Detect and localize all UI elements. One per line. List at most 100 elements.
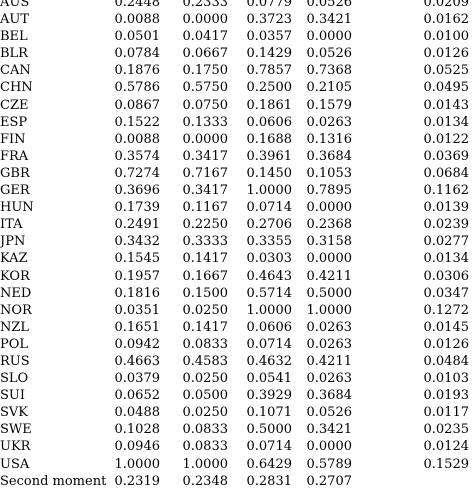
table-cell-col3: 0.0606 bbox=[246, 319, 293, 335]
table-cell-col1: 0.1522 bbox=[114, 114, 161, 130]
table-cell-col5: 0.0347 bbox=[423, 285, 470, 301]
table-padding-cell bbox=[469, 0, 474, 11]
table-cell-col2: 0.0000 bbox=[182, 12, 229, 28]
table-cell-col5: 0.0525 bbox=[423, 63, 470, 79]
table-cell-col3: 0.0714 bbox=[246, 200, 293, 216]
table-cell-col1: 0.0351 bbox=[114, 302, 161, 318]
table-row: HUN 0.1739 0.1167 0.0714 0.0000 0.0139 bbox=[0, 199, 474, 216]
table-cell-col4: 0.0263 bbox=[306, 319, 353, 335]
table-cell-col1: 0.5786 bbox=[114, 80, 161, 96]
table-cell-col2: 0.5750 bbox=[182, 80, 229, 96]
table-cell-col2: 1.0000 bbox=[182, 456, 229, 472]
table-row: FRA 0.3574 0.3417 0.3961 0.3684 0.0369 bbox=[0, 148, 474, 165]
table-cell-col4: 0.0263 bbox=[306, 336, 353, 352]
table-cell-col5: 0.0126 bbox=[423, 46, 470, 62]
table-cell-col4: 0.2707 bbox=[306, 473, 353, 489]
table-cell-col5 bbox=[352, 473, 469, 490]
row-label: BLR bbox=[0, 46, 28, 62]
row-label: KAZ bbox=[0, 251, 28, 267]
table-cell-col2: 0.4583 bbox=[182, 353, 229, 369]
table-row: BEL 0.0501 0.0417 0.0357 0.0000 0.0100 bbox=[0, 28, 474, 45]
table-cell-col5: 0.0145 bbox=[423, 319, 470, 335]
table-cell-col3: 0.1429 bbox=[246, 46, 293, 62]
table-cell-col5: 0.0117 bbox=[423, 405, 470, 421]
table-cell-col3: 0.0303 bbox=[246, 251, 293, 267]
table-cell-col5: 0.0235 bbox=[423, 422, 470, 438]
table-cell-col2: 0.0833 bbox=[182, 422, 229, 438]
row-label: SLO bbox=[0, 371, 29, 387]
table-cell-col3: 0.5714 bbox=[246, 285, 293, 301]
table-cell-col2: 0.0000 bbox=[182, 131, 229, 147]
table-cell-col3: 0.1861 bbox=[246, 97, 293, 113]
row-label: JPN bbox=[0, 234, 26, 250]
table-cell-col3: 0.0606 bbox=[246, 114, 293, 130]
table-row: JPN 0.3432 0.3333 0.3355 0.3158 0.0277 bbox=[0, 233, 474, 250]
table-cell-col1: 0.0088 bbox=[114, 12, 161, 28]
table-cell-col3: 0.0714 bbox=[246, 336, 293, 352]
row-label: USA bbox=[0, 456, 30, 472]
table-row: BLR 0.0784 0.0667 0.1429 0.0526 0.0126 bbox=[0, 45, 474, 62]
table-cell-col1: 0.0946 bbox=[114, 439, 161, 455]
table-cell-col4: 0.3684 bbox=[306, 388, 353, 404]
table-cell-col3: 0.1688 bbox=[246, 131, 293, 147]
table-cell-col2: 0.3417 bbox=[182, 148, 229, 164]
table-cell-col5: 0.0126 bbox=[423, 336, 470, 352]
table-padding-cell bbox=[469, 216, 474, 233]
table-cell-col2: 0.2250 bbox=[182, 217, 229, 233]
row-label: NOR bbox=[0, 302, 32, 318]
table-cell-col2: 0.3417 bbox=[182, 183, 229, 199]
table-cell-col5: 0.0162 bbox=[423, 12, 470, 28]
row-label: CAN bbox=[0, 63, 31, 79]
table-cell-col3: 0.0357 bbox=[246, 29, 293, 45]
table-row: FIN 0.0088 0.0000 0.1688 0.1316 0.0122 bbox=[0, 131, 474, 148]
table-row: ITA 0.2491 0.2250 0.2706 0.2368 0.0239 bbox=[0, 216, 474, 233]
table-cell-col1: 0.0379 bbox=[114, 371, 161, 387]
row-label: AUS bbox=[0, 0, 30, 10]
table-cell-col4: 0.1053 bbox=[306, 165, 353, 181]
table-cell-col1: 0.0784 bbox=[114, 46, 161, 62]
table-cell-col3: 1.0000 bbox=[246, 302, 293, 318]
table-padding-cell bbox=[469, 114, 474, 131]
table-cell-col4: 0.0000 bbox=[306, 251, 353, 267]
table-padding-cell bbox=[469, 233, 474, 250]
table-row: KOR 0.1957 0.1667 0.4643 0.4211 0.0306 bbox=[0, 268, 474, 285]
table-cell-col2: 0.0833 bbox=[182, 439, 229, 455]
table-row: GER 0.3696 0.3417 1.0000 0.7895 0.1162 bbox=[0, 182, 474, 199]
table-row: SUI 0.0652 0.0500 0.3929 0.3684 0.0193 bbox=[0, 387, 474, 404]
table-row: AUS 0.2448 0.2333 0.0779 0.0526 0.0209 bbox=[0, 0, 474, 11]
table-cell-col3: 0.0541 bbox=[246, 371, 293, 387]
table-cell-col2: 0.0833 bbox=[182, 336, 229, 352]
table-cell-col5: 0.0134 bbox=[423, 114, 470, 130]
table-row: RUS 0.4663 0.4583 0.4632 0.4211 0.0484 bbox=[0, 353, 474, 370]
table-cell-col2: 0.1417 bbox=[182, 319, 229, 335]
table-cell-col3: 0.2831 bbox=[246, 473, 293, 489]
row-label: UKR bbox=[0, 439, 31, 455]
table-cell-col3: 0.0779 bbox=[246, 0, 293, 10]
row-label: NZL bbox=[0, 319, 30, 335]
table-padding-cell bbox=[469, 319, 474, 336]
table-cell-col5: 0.0134 bbox=[423, 251, 470, 267]
table-cell-col5: 0.0684 bbox=[423, 165, 470, 181]
table-cell-col4: 0.0000 bbox=[306, 200, 353, 216]
table-cell-col3: 0.3961 bbox=[246, 148, 293, 164]
table-padding-cell bbox=[469, 182, 474, 199]
table-cell-col1: 0.0867 bbox=[114, 97, 161, 113]
table-cell-col4: 0.0526 bbox=[306, 0, 353, 10]
table-cell-col2: 0.1167 bbox=[182, 200, 229, 216]
table-cell-col5: 0.1162 bbox=[423, 183, 470, 199]
table-cell-col2: 0.0500 bbox=[182, 388, 229, 404]
table-cell-col2: 0.1500 bbox=[182, 285, 229, 301]
table-cell-col5: 0.0103 bbox=[423, 371, 470, 387]
row-label: ITA bbox=[0, 217, 23, 233]
table-cell-col1: 0.1651 bbox=[114, 319, 161, 335]
table-padding-cell bbox=[469, 473, 474, 490]
row-label: NED bbox=[0, 285, 32, 301]
table-cell-col3: 0.3355 bbox=[246, 234, 293, 250]
table-cell-col2: 0.0250 bbox=[182, 371, 229, 387]
table-padding-cell bbox=[469, 97, 474, 114]
table-cell-col4: 0.5000 bbox=[306, 285, 353, 301]
table-cell-col3: 0.1450 bbox=[246, 165, 293, 181]
row-label: GBR bbox=[0, 165, 30, 181]
